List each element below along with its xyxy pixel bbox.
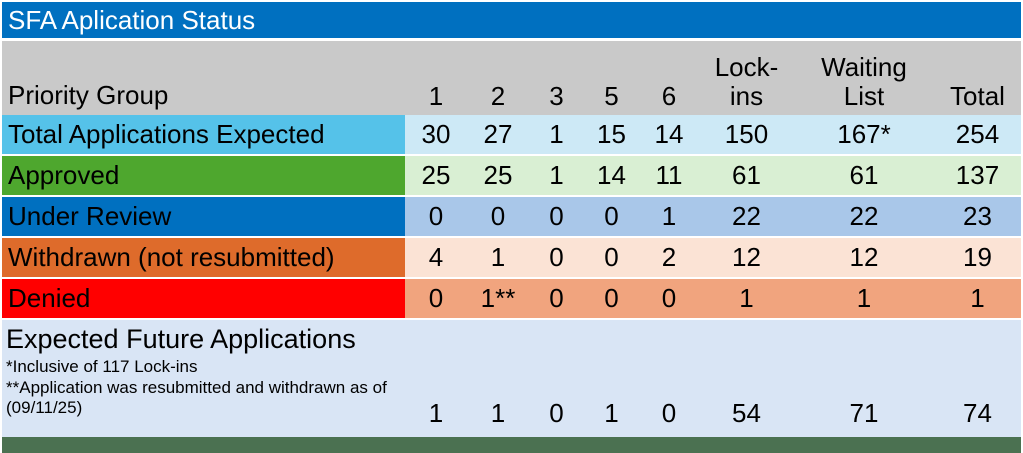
- cell: 1: [490, 398, 506, 428]
- cell: 0: [428, 283, 444, 313]
- cell: 1: [970, 283, 985, 313]
- cell: 0: [604, 201, 619, 231]
- cell: 0: [661, 283, 677, 313]
- footnote-resubmitted: **Application was resubmitted and withdr…: [6, 377, 387, 418]
- footer-row-expected-future: Expected Future Applications *Inclusive …: [2, 320, 1021, 437]
- cell: 0: [661, 398, 677, 428]
- cell: 1: [428, 398, 444, 428]
- table-row-denied: Denied 0 1** 0 0 0 1 1 1: [2, 279, 1021, 318]
- cell: 0: [490, 201, 506, 231]
- cell: 22: [732, 201, 761, 231]
- cell: 254: [955, 119, 1000, 149]
- cell: 1: [604, 398, 619, 428]
- cell: 25: [483, 160, 513, 190]
- cell: 0: [549, 242, 564, 272]
- cell: 11: [655, 160, 683, 190]
- cell: 12: [849, 242, 879, 272]
- column-header-group-6: 6: [661, 80, 677, 111]
- row-label: Approved: [2, 156, 405, 195]
- column-header-group-2: 2: [490, 80, 506, 111]
- cell: 25: [421, 160, 451, 190]
- column-header-group-3: 3: [549, 80, 564, 111]
- cell: 0: [604, 242, 619, 272]
- cell: 0: [604, 283, 619, 313]
- cell: 30: [421, 119, 451, 149]
- footnote-lock-ins: *Inclusive of 117 Lock-ins: [6, 357, 198, 376]
- table-row-total-expected: Total Applications Expected 30 27 1 15 1…: [2, 115, 1021, 154]
- cell: 1: [739, 283, 754, 313]
- cell: 22: [849, 201, 879, 231]
- column-header-priority-group: Priority Group: [8, 80, 169, 110]
- cell: 1: [549, 160, 564, 190]
- cell: 15: [597, 119, 626, 149]
- column-header-lock-ins: Lock- ins: [714, 51, 779, 111]
- cell: 1: [490, 242, 506, 272]
- cell: 61: [849, 160, 879, 190]
- bottom-bar: [2, 437, 1021, 453]
- title-bar: SFA Aplication Status: [2, 2, 1021, 38]
- row-label: Under Review: [2, 197, 405, 236]
- cell: 23: [963, 201, 992, 231]
- cell: 150: [724, 119, 769, 149]
- cell: 0: [549, 283, 564, 313]
- cell: 137: [955, 160, 1000, 190]
- cell: 71: [849, 398, 879, 428]
- column-header-group-1: 1: [428, 80, 444, 111]
- cell: 27: [483, 119, 513, 149]
- column-header-group-5: 5: [604, 80, 619, 111]
- column-header-waiting-list: Waiting List: [821, 51, 907, 111]
- cell: 0: [549, 398, 564, 428]
- cell: 74: [963, 398, 992, 428]
- table-row-under-review: Under Review 0 0 0 0 1 22 22 23: [2, 197, 1021, 236]
- cell: 2: [661, 242, 677, 272]
- table-header-row: Priority Group 1 2 3 5 6 Lock- ins Waiti…: [2, 41, 1021, 115]
- cell: 1**: [480, 283, 516, 313]
- row-label: Total Applications Expected: [2, 115, 405, 154]
- table-row-withdrawn: Withdrawn (not resubmitted) 4 1 0 0 2 12…: [2, 238, 1021, 277]
- row-label: Withdrawn (not resubmitted): [2, 238, 405, 277]
- cell: 4: [428, 242, 444, 272]
- cell: 167*: [837, 119, 891, 149]
- cell: 1: [856, 283, 872, 313]
- footer-label-block: Expected Future Applications *Inclusive …: [2, 320, 405, 419]
- cell: 1: [549, 119, 564, 149]
- cell: 61: [732, 160, 761, 190]
- cell: 0: [549, 201, 564, 231]
- page-title: SFA Aplication Status: [8, 4, 256, 35]
- cell: 54: [732, 398, 761, 428]
- cell: 19: [963, 242, 992, 272]
- cell: 12: [732, 242, 761, 272]
- cell: 1: [661, 201, 677, 231]
- cell: 14: [654, 119, 684, 149]
- column-header-total: Total: [950, 80, 1005, 111]
- cell: 14: [597, 160, 626, 190]
- cell: 0: [428, 201, 444, 231]
- row-label: Denied: [2, 279, 405, 318]
- table-row-approved: Approved 25 25 1 14 11 61 61 137: [2, 156, 1021, 195]
- footer-row-label: Expected Future Applications: [6, 324, 356, 354]
